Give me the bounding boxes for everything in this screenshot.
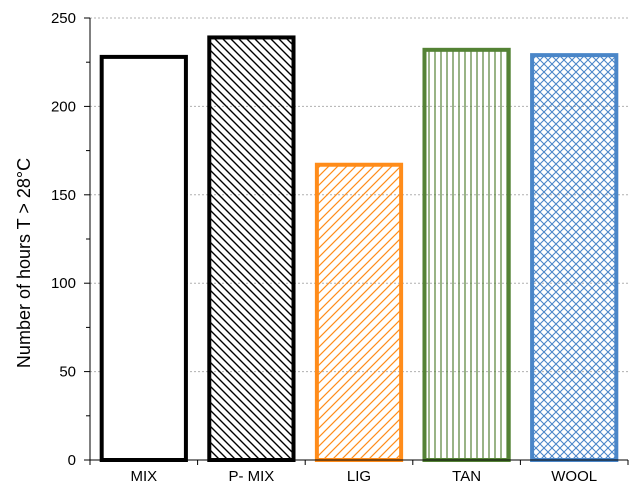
bar-wool — [530, 53, 619, 463]
x-tick-label-wool: WOOL — [551, 468, 597, 485]
axes — [84, 17, 629, 465]
y-tick-label-100: 100 — [51, 275, 76, 292]
y-tick-label-0: 0 — [68, 452, 76, 469]
y-tick-label-50: 50 — [59, 364, 76, 381]
y-axis-label: Number of hours T > 28°C — [14, 158, 34, 368]
x-tick-label-p-mix: P- MIX — [228, 468, 274, 485]
x-tick-label-tan: TAN — [452, 468, 481, 485]
y-tick-label-250: 250 — [51, 10, 76, 27]
y-tick-label-150: 150 — [51, 187, 76, 204]
bar-p-mix — [207, 35, 296, 463]
bar-lig — [314, 162, 404, 463]
tick-labels: MIX P- MIX LIG TAN WOOL 0 50 100 150 200 250 — [51, 10, 597, 485]
y-tick-label-200: 200 — [51, 98, 76, 115]
bar-tan — [422, 47, 511, 462]
x-tick-label-lig: LIG — [347, 468, 371, 485]
bars — [99, 35, 619, 463]
x-tick-label-mix: MIX — [130, 468, 157, 485]
bar-mix — [99, 54, 188, 463]
